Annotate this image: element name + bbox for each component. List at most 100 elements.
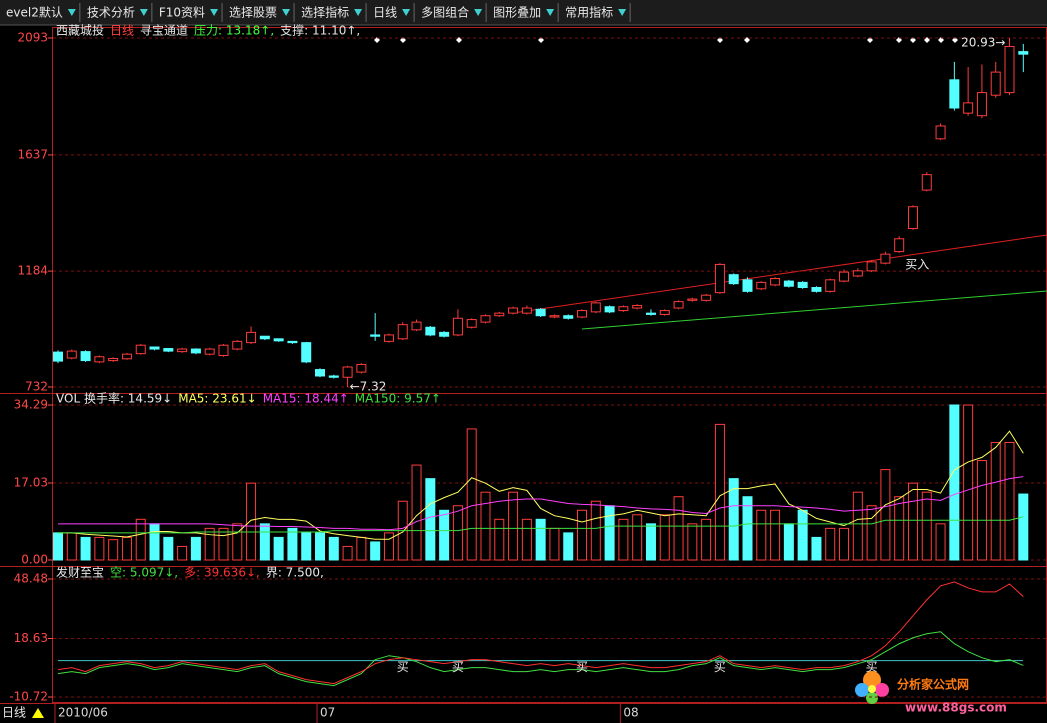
dropdown-arrow (139, 9, 148, 16)
toolbar-button[interactable]: 多图组合 (421, 5, 469, 20)
volume-bar (259, 523, 270, 561)
candle-body (866, 261, 877, 272)
volume-bar (383, 532, 394, 561)
candle-body (990, 71, 1001, 96)
volume-bar (921, 491, 932, 561)
toolbar-button[interactable]: 选择指标 (301, 5, 349, 20)
footer-period: 日线 (2, 706, 26, 720)
candle-body (880, 253, 891, 264)
candle-body (177, 348, 188, 353)
toolbar-button[interactable]: 常用指标 (565, 5, 613, 20)
volume-bar (121, 536, 132, 561)
legend-entry: 多: 39.636↓, (184, 566, 260, 580)
indicator-line (57, 581, 1024, 685)
candle-body (783, 280, 794, 287)
candle-body (425, 326, 436, 336)
volume-bar (728, 478, 739, 561)
volume-bar (204, 527, 215, 561)
candle-body (370, 334, 381, 337)
dropdown-arrow (546, 9, 555, 16)
volume-bar (756, 509, 767, 561)
volume-bar (825, 527, 836, 561)
volume-bar (976, 460, 987, 561)
dropdown-arrow (474, 9, 483, 16)
toolbar-button[interactable]: 技术分析 (87, 6, 135, 20)
y-tick-label: -10.72 (9, 690, 48, 704)
legend-entry: MA15: 18.44↑ (263, 392, 349, 406)
candle-body (907, 206, 918, 230)
candle-body (342, 366, 353, 378)
candle-body (714, 263, 725, 294)
volume-bar (714, 423, 725, 561)
candle-body (80, 351, 91, 362)
volume-bar (839, 527, 850, 561)
volume-bar (315, 532, 326, 561)
candle-body (701, 294, 712, 301)
candle-body (976, 92, 987, 117)
volume-bar (701, 518, 712, 561)
volume-bar (742, 496, 753, 561)
candle-body (204, 348, 215, 355)
period-arrow (32, 708, 44, 718)
toolbar-button[interactable]: F10资料 (159, 6, 205, 20)
volume-bar (604, 505, 615, 561)
volume-bar (273, 536, 284, 561)
volume-bar (577, 509, 588, 561)
volume-bar (632, 514, 643, 561)
candle-body (742, 279, 753, 292)
indicator-line (58, 430, 1024, 540)
candle-body (1018, 51, 1029, 55)
volume-bar (866, 505, 877, 561)
dropdown-arrow (354, 9, 363, 16)
period: 日线 (110, 24, 134, 38)
legend-entry: 界: 7.500, (266, 566, 324, 580)
candle-body (190, 348, 201, 354)
volume-bar (94, 536, 105, 561)
volume-bar (356, 536, 367, 561)
candle-body (149, 346, 160, 350)
candle-body (949, 79, 960, 109)
candle-body (66, 350, 77, 359)
volume-bar (425, 478, 436, 561)
legend-entry: 支撑: 11.10↑, (280, 23, 360, 38)
volume-bar (218, 527, 229, 561)
candle-body (273, 338, 284, 342)
toolbar-button[interactable]: evel2默认 (6, 5, 63, 20)
toolbar (0, 0, 1047, 25)
toolbar-button[interactable]: 图形叠加 (493, 6, 541, 20)
indicator-line (58, 476, 1024, 531)
volume-bar (301, 532, 312, 561)
volume-bar (770, 509, 781, 561)
buy-signal: 买 (866, 660, 878, 674)
x-tick-label: 2010/06 (58, 706, 108, 720)
volume-bar (80, 536, 91, 561)
candle-body (94, 356, 105, 363)
candle-body (549, 315, 560, 318)
candle-body (839, 271, 850, 282)
volume-bar (232, 523, 243, 561)
volume-bar (811, 536, 822, 561)
candle-body (383, 334, 394, 342)
candle-body (218, 344, 229, 356)
indicator-title: 发财至宝 (56, 565, 104, 580)
volume-bar (1018, 493, 1029, 561)
watermark-url: www.88gs.com (905, 701, 1007, 715)
volume-bar (549, 527, 560, 561)
price-annotation: 买入 (905, 257, 929, 271)
volume-bar (177, 545, 188, 561)
volume-bar (439, 509, 450, 561)
candle-body (728, 274, 739, 285)
candle-body (232, 340, 243, 350)
dropdown-arrow (282, 9, 291, 16)
toolbar-button[interactable]: 日线 (373, 6, 397, 20)
volume-bar (108, 539, 119, 561)
y-tick-label: 1637 (17, 147, 48, 161)
y-tick-label: 732 (25, 380, 48, 394)
candle-body (301, 342, 312, 363)
volume-bar (880, 469, 891, 561)
buy-signal: 买 (452, 660, 464, 674)
volume-bar (783, 523, 794, 561)
toolbar-button[interactable]: 选择股票 (229, 6, 277, 20)
